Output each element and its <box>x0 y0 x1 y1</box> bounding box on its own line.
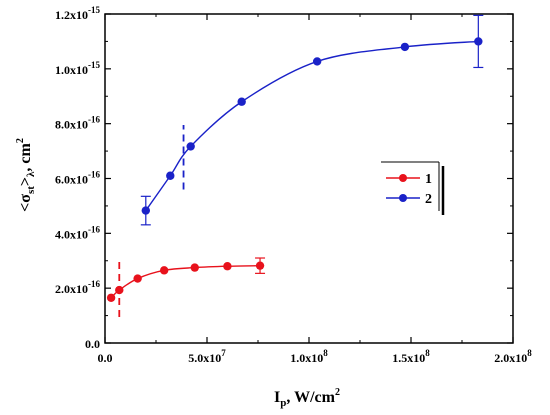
series-2-point <box>400 42 410 52</box>
series-2-point <box>141 206 150 215</box>
y-tick-label: 8.0x10-16 <box>55 115 100 132</box>
axes <box>104 13 514 344</box>
y-tick-label: 1.2x10-15 <box>55 5 100 22</box>
series-2-point <box>237 97 246 106</box>
series-1-point <box>159 266 169 275</box>
x-tick-label: 5.0x107 <box>188 348 226 365</box>
series-1-point <box>223 262 232 271</box>
x-tick-label: 0.0 <box>98 351 113 365</box>
y-tick-label: 4.0x10-16 <box>55 224 100 241</box>
y-tick-label: 2.0x10-16 <box>55 279 100 296</box>
series-1-point <box>115 285 124 295</box>
series-1-point <box>255 261 265 270</box>
series-1-point <box>133 274 142 283</box>
legend-1-label: 1 <box>425 172 432 187</box>
y-tick-label: 6.0x10-16 <box>55 170 100 187</box>
legend-1-marker <box>399 174 407 182</box>
legend: 12 <box>381 161 445 215</box>
series-2-point <box>186 142 195 151</box>
y-axis-title: <σst>λ, cm2 <box>15 138 37 212</box>
series-1-line <box>110 264 261 299</box>
legend-2-label: 2 <box>425 192 432 207</box>
series-2-point <box>474 37 483 46</box>
series-2-point <box>312 57 322 66</box>
legend-2-marker <box>399 194 407 202</box>
x-axis-title: Ip, W/cm2 <box>274 387 340 409</box>
series-2-point <box>166 171 175 180</box>
x-tick-label: 1.5x108 <box>392 348 430 365</box>
tick-labels: 0.0 5.0x107 1.0x108 1.5x108 2.0x108 0.0 2.0x10… <box>55 5 532 365</box>
series-1-point <box>106 293 116 302</box>
y-tick-label: 0.0 <box>85 337 100 351</box>
x-tick-label: 1.0x108 <box>290 348 328 365</box>
plot-area <box>106 14 484 317</box>
series-1-point <box>190 263 199 272</box>
plot-frame <box>104 13 514 344</box>
x-tick-label: 2.0x108 <box>494 348 532 365</box>
y-tick-label: 1.0x10-15 <box>55 60 100 77</box>
